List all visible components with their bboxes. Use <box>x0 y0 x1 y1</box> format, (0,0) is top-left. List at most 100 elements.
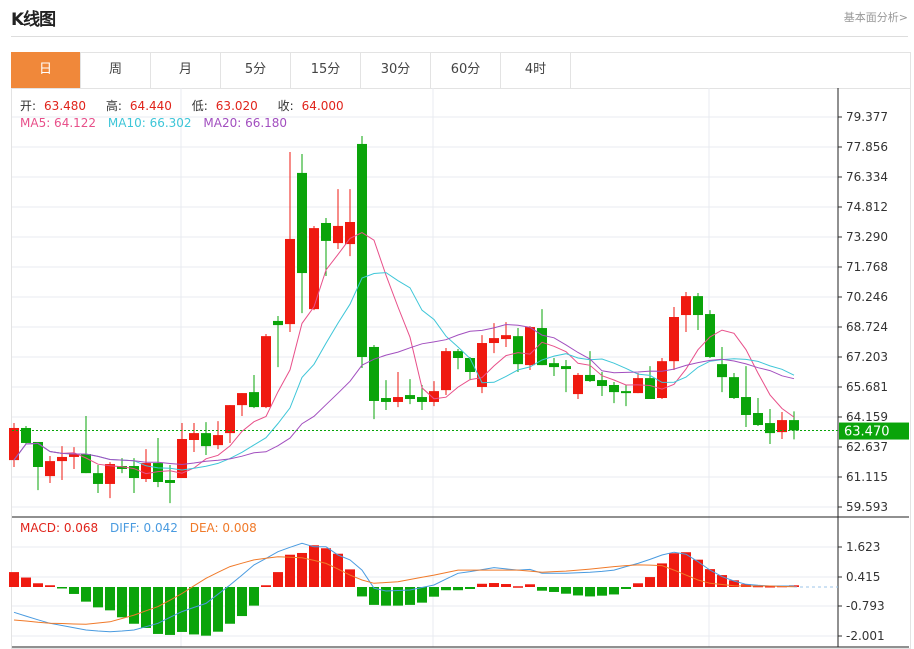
candle <box>237 393 247 416</box>
y-tick-label: 70.246 <box>846 290 888 304</box>
macd-bar <box>33 583 43 587</box>
candle <box>381 380 391 411</box>
macd-bar <box>261 585 271 587</box>
low-value: 63.020 <box>215 99 258 113</box>
candle-body <box>21 427 31 443</box>
high-value: 64.440 <box>129 99 172 113</box>
macd-bar <box>573 587 583 596</box>
candle <box>273 316 283 368</box>
candle-body <box>345 222 355 245</box>
close-value: 64.000 <box>301 99 344 113</box>
candle <box>549 358 559 376</box>
page-title: K线图 <box>11 10 56 30</box>
candle-body <box>597 380 607 386</box>
y-tick-label: 67.203 <box>846 350 888 364</box>
candle <box>753 398 763 427</box>
candle-body <box>681 296 691 316</box>
macd-bar <box>693 559 703 587</box>
macd-bar <box>93 587 103 608</box>
macd-bar <box>9 572 19 587</box>
candle-body <box>609 385 619 393</box>
candle <box>465 357 475 381</box>
y-tick-label: 65.681 <box>846 380 888 394</box>
y-tick-label: 79.377 <box>846 110 888 124</box>
candle <box>333 189 343 250</box>
tab-week[interactable]: 周 <box>81 52 151 88</box>
candle-body <box>537 328 547 366</box>
candle-body <box>645 378 655 400</box>
tab-30min[interactable]: 30分 <box>361 52 431 88</box>
candle <box>189 423 199 453</box>
candle-body <box>393 397 403 402</box>
candle-body <box>669 317 679 362</box>
macd-bar <box>717 575 727 587</box>
candle-body <box>621 391 631 394</box>
candle <box>117 458 127 474</box>
open-label: 开: <box>20 99 37 113</box>
candle-body <box>165 480 175 483</box>
candle-body <box>405 395 415 400</box>
candle-body <box>753 412 763 426</box>
open-value: 63.480 <box>44 99 87 113</box>
macd-bar <box>177 587 187 632</box>
candle <box>261 333 271 409</box>
macd-bar <box>297 552 307 587</box>
candle <box>93 465 103 494</box>
candle <box>441 347 451 396</box>
ma20-legend: MA20: 66.180 <box>203 116 288 130</box>
candle <box>705 310 715 359</box>
candle <box>249 374 259 409</box>
candle <box>429 381 439 407</box>
candle-body <box>489 338 499 344</box>
candle <box>453 348 463 370</box>
macd-bar <box>165 587 175 635</box>
candle <box>201 422 211 455</box>
divider <box>11 36 908 37</box>
tab-15min[interactable]: 15分 <box>291 52 361 88</box>
candle <box>777 412 787 440</box>
candle-body <box>285 238 295 325</box>
y-tick-label: 59.593 <box>846 500 888 514</box>
ma10-legend: MA10: 66.302 <box>107 116 192 130</box>
candle <box>105 462 115 499</box>
tab-4hour[interactable]: 4时 <box>501 52 571 88</box>
candle-body <box>501 335 511 340</box>
candle-body <box>189 433 199 441</box>
candle-body <box>141 463 151 480</box>
fundamental-analysis-link[interactable]: 基本面分析> <box>843 11 908 24</box>
candle-body <box>465 358 475 372</box>
candle-body <box>249 392 259 408</box>
candle <box>477 335 487 394</box>
y-tick-label: 64.159 <box>846 410 888 424</box>
macd-bar <box>441 587 451 591</box>
candle <box>717 346 727 393</box>
ma5-legend: MA5: 64.122 <box>20 116 97 130</box>
period-tabs: 日 周 月 5分 15分 30分 60分 4时 <box>11 52 910 89</box>
candle-body <box>705 314 715 358</box>
macd-bar <box>537 587 547 591</box>
candle <box>573 372 583 400</box>
candle <box>657 358 667 400</box>
tab-day[interactable]: 日 <box>11 52 81 88</box>
macd-bar <box>153 587 163 634</box>
macd-bar <box>705 569 715 587</box>
macd-bar <box>621 587 631 589</box>
candle <box>393 372 403 408</box>
y-tick-label: 71.768 <box>846 260 888 274</box>
candle-body <box>153 463 163 482</box>
candle <box>789 411 799 440</box>
macd-bar <box>453 587 463 591</box>
candle-body <box>33 441 43 468</box>
tab-60min[interactable]: 60分 <box>431 52 501 88</box>
y-tick-label: 68.724 <box>846 320 888 334</box>
macd-legend-value: MACD: 0.068 <box>20 521 99 535</box>
low-label: 低: <box>191 99 208 113</box>
macd-bar <box>525 584 535 587</box>
macd-bar <box>21 577 31 587</box>
tab-5min[interactable]: 5分 <box>221 52 291 88</box>
macd-bar <box>45 585 55 587</box>
candle <box>741 366 751 427</box>
macd-bar <box>549 587 559 592</box>
tab-month[interactable]: 月 <box>151 52 221 88</box>
